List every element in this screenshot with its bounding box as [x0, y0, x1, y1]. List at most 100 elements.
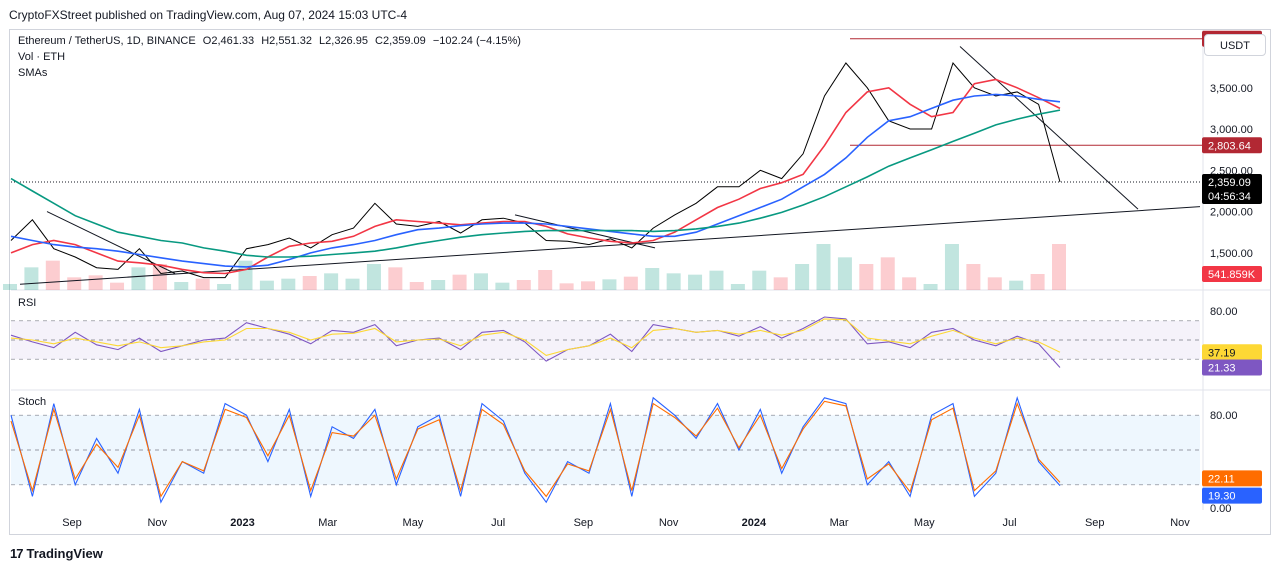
volume-bar	[795, 264, 810, 290]
badge-stoch-k-bg	[1202, 487, 1262, 504]
volume-bar	[45, 260, 60, 290]
legend-open: O2,461.33	[202, 35, 255, 47]
volume-bar	[131, 267, 146, 290]
stoch-tick-label: 0.00	[1210, 503, 1231, 515]
volume-bar	[259, 280, 274, 290]
volume-bar	[1052, 244, 1066, 290]
price-line	[10, 62, 1061, 279]
volume-bar	[88, 275, 103, 290]
volume-bar	[987, 277, 1002, 290]
time-tick-label: Sep	[62, 517, 82, 529]
volume-bar	[581, 281, 596, 290]
badge-countdown: 04:56:34	[1208, 191, 1251, 203]
volume-bar	[431, 280, 446, 290]
ascending-trendline	[19, 206, 1201, 285]
volume-bar	[559, 283, 574, 290]
badge-rsi-bg	[1202, 359, 1262, 376]
badge-rsi-ma: 37.19	[1208, 347, 1236, 359]
volume-bar	[816, 244, 831, 290]
volume-bar	[880, 257, 895, 290]
volume-bar	[473, 273, 488, 290]
badge-last-price-bg	[1202, 173, 1262, 204]
badge-rsi-ma-bg	[1202, 344, 1262, 361]
time-tick-label: May	[914, 517, 935, 529]
volume-bar	[409, 282, 424, 290]
volume-bar	[516, 280, 531, 290]
volume-bar	[452, 274, 467, 290]
volume-bar	[902, 277, 917, 290]
badge-stoch-k: 19.30	[1208, 491, 1236, 503]
volume-bar	[1030, 274, 1045, 290]
badge-stoch-d-bg	[1202, 470, 1262, 487]
descending-trendline	[46, 211, 176, 274]
chart-frame	[9, 29, 1271, 535]
sma-slow-line	[10, 109, 1061, 258]
descending-trendline	[959, 46, 1139, 210]
price-tick-label: 3,000.00	[1210, 124, 1253, 136]
volume-bar	[923, 284, 938, 290]
legend-low: L2,326.95	[319, 35, 368, 47]
sma-mid-line	[10, 93, 1061, 268]
time-tick-label: 2023	[230, 517, 254, 529]
volume-bar	[238, 260, 253, 290]
legend-close: C2,359.09	[375, 35, 426, 47]
time-tick-label: Sep	[1085, 517, 1105, 529]
badge-volume-bg	[1202, 266, 1262, 282]
volume-bar	[859, 264, 874, 290]
time-tick-label: Nov	[659, 517, 679, 529]
badge-rsi: 21.33	[1208, 363, 1236, 375]
volume-bar	[302, 276, 317, 290]
badge-mid-price-bg	[1202, 137, 1262, 154]
footer-brand: TradingView	[26, 546, 103, 561]
tradingview-footer[interactable]: 17 TradingView	[10, 546, 103, 561]
time-tick-label: Nov	[1170, 517, 1190, 529]
time-tick-label: May	[403, 517, 424, 529]
volume-bar	[944, 244, 959, 290]
volume-bar	[645, 268, 660, 290]
price-tick-label: 3,500.00	[1210, 83, 1253, 95]
volume-bar	[3, 284, 17, 290]
time-tick-label: Nov	[147, 517, 167, 529]
legend-symbol: Ethereum / TetherUS, 1D, BINANCE	[18, 35, 196, 47]
volume-bar	[688, 274, 703, 290]
time-tick-label: 2024	[742, 517, 767, 529]
volume-bar	[666, 273, 681, 290]
tradingview-logo-icon: 17	[10, 546, 24, 561]
volume-bar	[966, 264, 981, 290]
sma-fast-line	[10, 78, 1061, 275]
volume-bar	[217, 284, 232, 290]
volume-bar	[324, 273, 339, 290]
volume-bar	[1009, 280, 1024, 290]
volume-bar	[709, 270, 724, 290]
volume-bar	[281, 278, 296, 290]
volume-bar	[174, 282, 189, 290]
volume-bar	[24, 267, 39, 290]
legend-volume: Vol · ETH	[18, 51, 66, 63]
currency-button[interactable]: USDT	[1204, 34, 1266, 56]
volume-bar	[366, 264, 381, 290]
price-tick-label: 1,500.00	[1210, 248, 1253, 260]
volume-bar	[602, 279, 617, 290]
time-tick-label: Sep	[574, 517, 594, 529]
volume-bar	[837, 257, 852, 290]
badge-volume: 541.859K	[1208, 269, 1256, 281]
volume-bar	[110, 282, 125, 290]
time-tick-label: Jul	[1003, 517, 1017, 529]
volume-bar	[773, 277, 788, 290]
badge-stoch-d: 22.11	[1208, 473, 1235, 485]
volume-bar	[152, 264, 167, 290]
volume-bar	[388, 267, 403, 290]
volume-bar	[730, 284, 745, 290]
legend-symbol-line: Ethereum / TetherUS, 1D, BINANCE O2,461.…	[18, 35, 525, 47]
volume-bar	[623, 276, 638, 290]
volume-bar	[195, 278, 210, 290]
volume-bar	[67, 277, 82, 290]
legend-smas: SMAs	[18, 67, 48, 79]
rsi-panel-label: RSI	[18, 297, 37, 309]
time-tick-label: Mar	[318, 517, 337, 529]
stoch-tick-label: 80.00	[1210, 410, 1238, 422]
volume-bar	[752, 270, 767, 290]
time-tick-label: Jul	[491, 517, 505, 529]
legend-change: −102.24 (−4.15%)	[432, 35, 521, 47]
